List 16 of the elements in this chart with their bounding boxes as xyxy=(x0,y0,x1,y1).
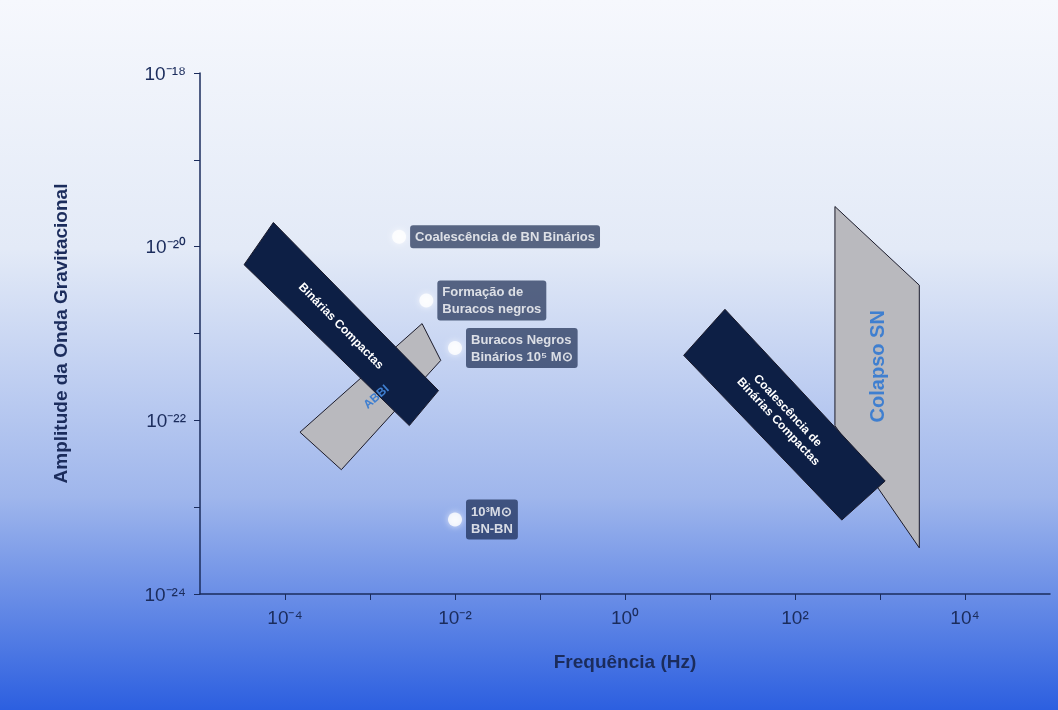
y-tick-label: 10⁻²⁴ xyxy=(144,583,186,605)
y-tick-label: 10⁻²² xyxy=(146,409,186,431)
series-label: Formação de Buracos negros xyxy=(442,284,542,317)
y-tick-label: 10⁻¹⁸ xyxy=(144,62,186,84)
series-label: Coalescência de BN Binários xyxy=(415,229,596,245)
x-tick-label: 10⁰ xyxy=(610,607,640,628)
x-tick-label: 10⁴ xyxy=(950,607,980,628)
x-axis-title: Frequência (Hz) xyxy=(553,651,697,672)
series-label: Buracos Negros Binários 10⁵ M⊙ xyxy=(471,332,573,365)
series-label: Colapso SN xyxy=(866,310,889,423)
y-tick-label: 10⁻²⁰ xyxy=(145,236,186,258)
x-tick-label: 10² xyxy=(781,607,809,628)
y-axis-title: Amplitude da Onda Gravitacional xyxy=(50,183,71,484)
x-tick-label: 10⁻⁴ xyxy=(267,607,303,628)
x-tick-label: 10⁻² xyxy=(438,607,472,628)
series-label: 10³M⊙ BN-BN xyxy=(471,503,513,536)
